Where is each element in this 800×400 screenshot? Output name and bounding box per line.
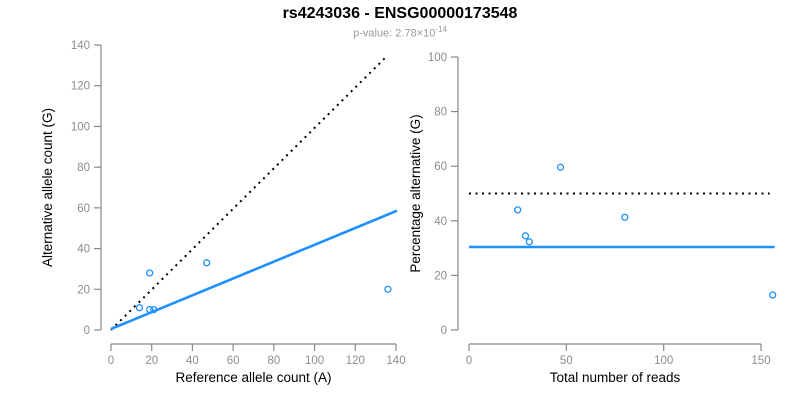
- data-point: [146, 269, 154, 277]
- p-value-exponent: -14: [435, 25, 447, 34]
- data-point: [514, 206, 522, 214]
- data-point: [150, 305, 158, 314]
- y-tick-label: 140: [71, 40, 90, 52]
- data-point: [203, 259, 211, 267]
- x-tick-label: 100: [305, 355, 324, 367]
- x-tick-label: 100: [654, 355, 673, 367]
- data-point: [384, 285, 392, 293]
- y-tick-label: 120: [71, 81, 90, 93]
- data-point: [146, 305, 154, 314]
- x-tick-label: 0: [108, 355, 114, 367]
- y-tick-label: 60: [434, 161, 447, 173]
- y-tick-label: 20: [434, 270, 447, 282]
- x-tick-label: 60: [227, 355, 240, 367]
- x-tick-label: 150: [751, 355, 770, 367]
- x-tick-label: 50: [560, 355, 573, 367]
- fitted-line: [110, 209, 398, 331]
- data-point: [521, 232, 530, 240]
- y-tick-label: 0: [84, 325, 90, 337]
- y-tick-label: 80: [77, 162, 90, 174]
- y-tick-label: 80: [434, 107, 447, 119]
- plot-subtitle: p-value: 2.78×10-14: [0, 25, 800, 40]
- x-tick-label: 0: [466, 355, 472, 367]
- x-axis-title: Reference allele count (A): [175, 370, 331, 385]
- data-point: [556, 163, 565, 171]
- data-point: [769, 291, 777, 299]
- x-axis-title: Total number of reads: [550, 370, 681, 385]
- x-tick-label: 80: [267, 355, 280, 367]
- p-value-text: p-value: 2.78×10: [353, 27, 436, 40]
- data-point: [621, 213, 629, 221]
- plot-title: rs4243036 - ENSG00000173548: [282, 5, 518, 22]
- x-tick-label: 140: [386, 355, 405, 367]
- y-tick-label: 40: [434, 216, 447, 228]
- y-axis-title: Alternative allele count (G): [40, 108, 55, 267]
- x-tick-label: 40: [186, 355, 199, 367]
- y-tick-label: 100: [428, 52, 447, 64]
- y-tick-label: 40: [77, 244, 90, 256]
- data-point: [135, 303, 144, 312]
- y-tick-label: 100: [71, 121, 90, 133]
- y-axis-title: Percentage alternative (G): [408, 114, 423, 272]
- y-tick-label: 20: [77, 284, 90, 296]
- y-tick-label: 0: [441, 325, 447, 337]
- x-tick-label: 120: [346, 355, 365, 367]
- fifty-percent-reference-line: [110, 55, 388, 331]
- data-point: [525, 238, 533, 246]
- x-tick-label: 20: [145, 355, 158, 367]
- y-tick-label: 60: [77, 203, 90, 215]
